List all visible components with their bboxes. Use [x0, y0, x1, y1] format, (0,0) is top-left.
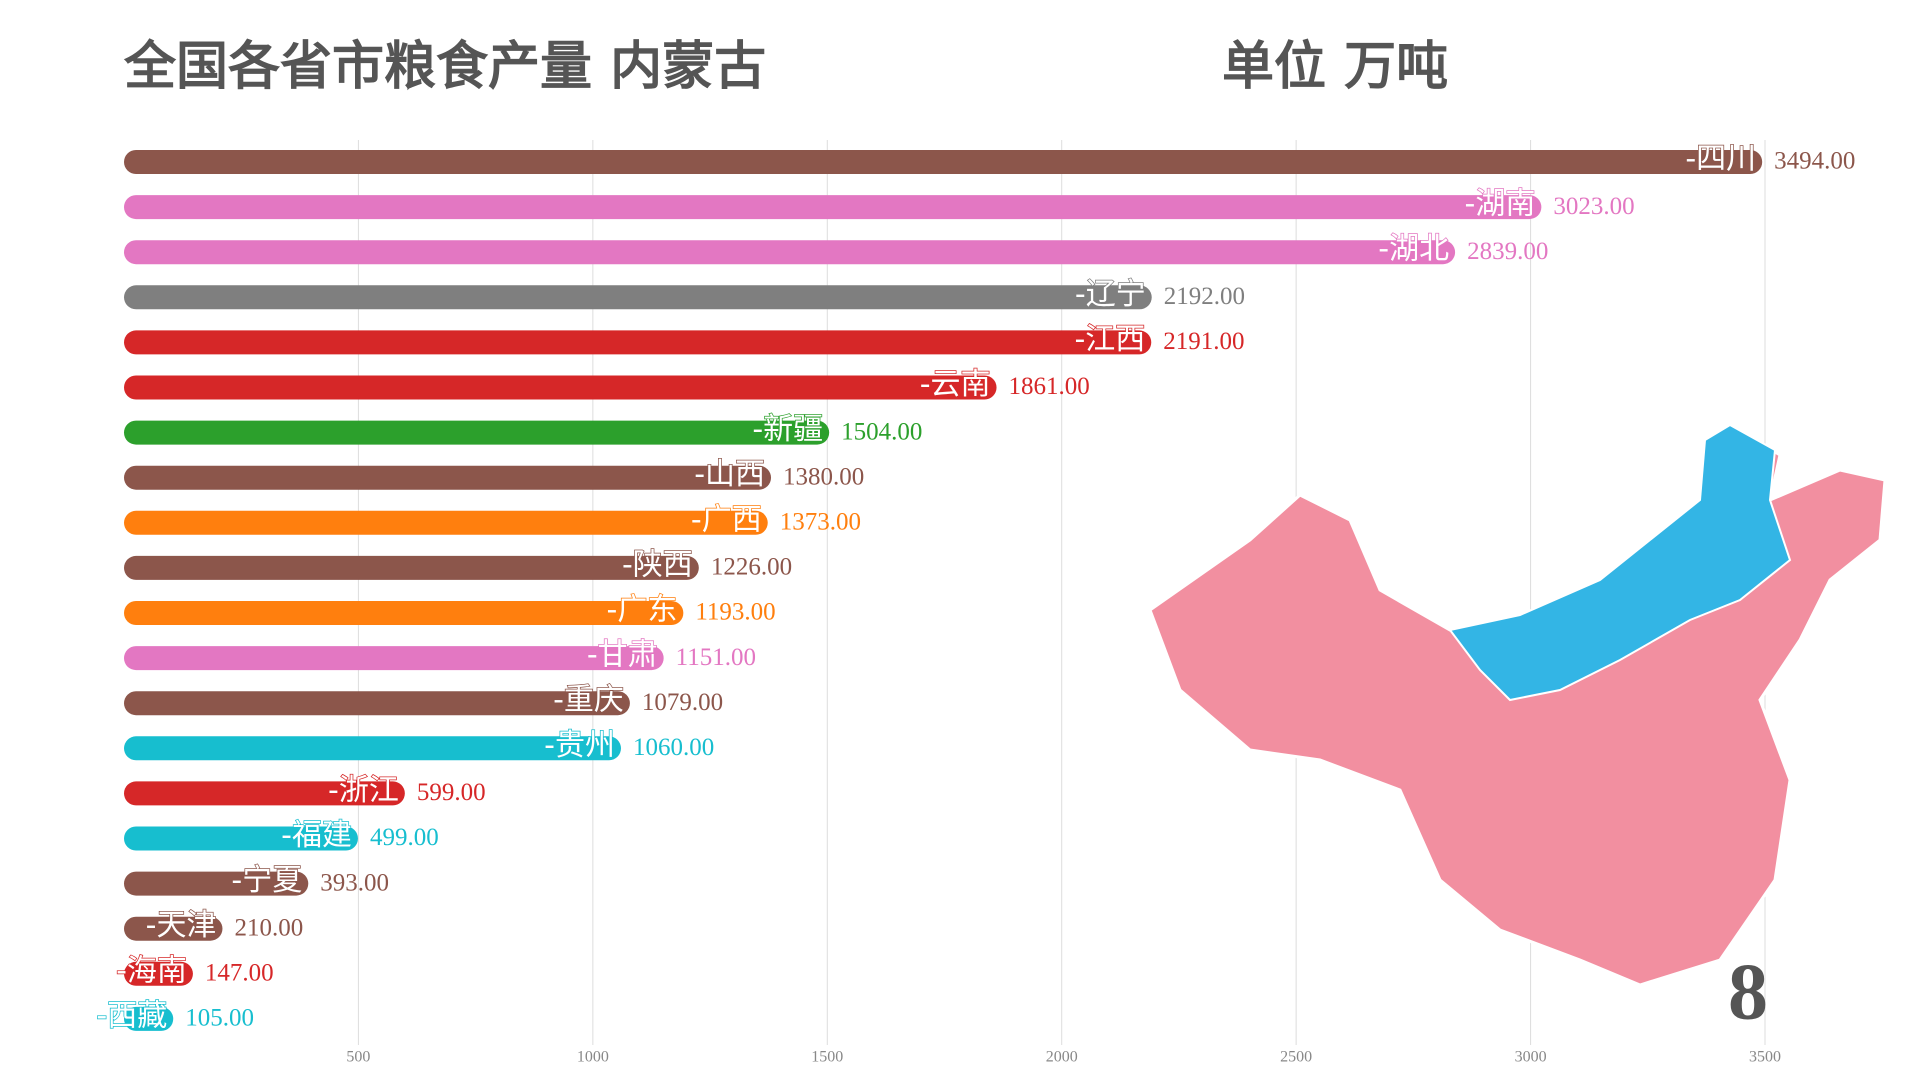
bar-label: -福建 [281, 818, 352, 853]
value-label: 1380.00 [783, 463, 864, 490]
bar [124, 916, 223, 941]
value-label: 599.00 [417, 779, 486, 806]
bar-label: -重庆 [553, 683, 624, 718]
map [1148, 423, 1887, 987]
bar-label: -广东 [607, 593, 678, 628]
x-tick-label: 3500 [1749, 1049, 1781, 1066]
bar-label: -甘肃 [587, 638, 658, 673]
value-label: 393.00 [320, 869, 389, 896]
bar [124, 285, 1152, 310]
bar-label: -湖北 [1378, 232, 1449, 267]
bar [124, 871, 309, 896]
bar [124, 826, 358, 851]
bar-label: -四川 [1685, 142, 1756, 177]
chart-subtitle: 单位 万吨 [1222, 37, 1448, 97]
bar [124, 195, 1542, 220]
bar [124, 465, 772, 490]
x-tick-label: 3000 [1515, 1049, 1547, 1066]
value-label: 1373.00 [780, 509, 861, 536]
bar [124, 781, 405, 806]
bar-label: -西藏 [96, 998, 167, 1033]
x-tick-label: 2500 [1280, 1049, 1312, 1066]
bar-label: -湖南 [1465, 187, 1536, 222]
bar-label: -贵州 [544, 728, 615, 763]
value-label: 1151.00 [676, 644, 756, 671]
value-label: 1861.00 [1009, 373, 1090, 400]
frame-counter: 8 [1728, 948, 1768, 1036]
bar-label: -江西 [1074, 322, 1145, 357]
value-label: 3023.00 [1553, 193, 1634, 220]
bar [124, 691, 630, 716]
value-label: 1226.00 [711, 554, 792, 581]
bar-label: -山西 [694, 457, 765, 492]
bar [124, 150, 1763, 174]
value-label: 499.00 [370, 824, 439, 851]
value-label: 2191.00 [1163, 328, 1244, 355]
x-tick-label: 500 [346, 1049, 370, 1066]
x-tick-label: 1500 [811, 1049, 843, 1066]
value-label: 105.00 [185, 1005, 254, 1032]
bar-label: -辽宁 [1075, 277, 1146, 312]
bar [124, 510, 768, 535]
bar-label: -云南 [920, 367, 991, 402]
value-label: 1193.00 [695, 599, 775, 626]
bar-label: -陕西 [622, 547, 693, 582]
value-label: 2192.00 [1164, 283, 1245, 310]
bar [124, 646, 664, 671]
bar-label: -天津 [146, 908, 217, 943]
map-inner-mongolia [1448, 423, 1792, 702]
value-label: 1079.00 [642, 689, 723, 716]
bar [124, 736, 621, 761]
bar [124, 240, 1456, 265]
bar [124, 330, 1152, 355]
value-label: 1060.00 [633, 734, 714, 761]
value-label: 210.00 [234, 914, 303, 941]
bar [124, 555, 699, 580]
map-china [1148, 423, 1887, 987]
x-tick-label: 2000 [1046, 1049, 1078, 1066]
value-label: 1504.00 [841, 418, 922, 445]
bar-label: -广西 [691, 502, 762, 537]
bar [124, 1006, 174, 1031]
bar-label: -浙江 [328, 773, 399, 808]
bar-label: -宁夏 [231, 863, 302, 898]
chart-title: 全国各省市粮食产量 内蒙古 [123, 37, 766, 97]
x-tick-label: 1000 [577, 1049, 609, 1066]
bar [124, 601, 684, 625]
bar-label: -新疆 [752, 412, 823, 447]
value-label: 3494.00 [1774, 148, 1855, 175]
bar-label: -海南 [116, 953, 187, 988]
bar [124, 961, 193, 986]
bar [124, 420, 830, 445]
value-label: 2839.00 [1467, 238, 1548, 265]
value-label: 147.00 [205, 960, 274, 987]
bar [124, 375, 997, 400]
